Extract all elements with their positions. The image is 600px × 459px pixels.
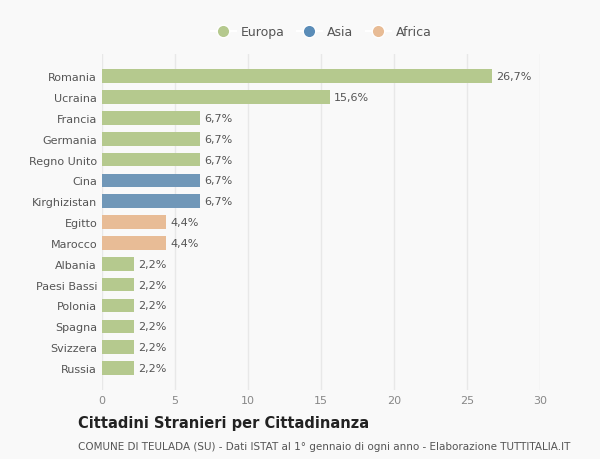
Text: 2,2%: 2,2%: [139, 280, 167, 290]
Legend: Europa, Asia, Africa: Europa, Asia, Africa: [205, 21, 437, 44]
Text: COMUNE DI TEULADA (SU) - Dati ISTAT al 1° gennaio di ogni anno - Elaborazione TU: COMUNE DI TEULADA (SU) - Dati ISTAT al 1…: [78, 441, 571, 451]
Bar: [102, 70, 492, 84]
Text: 6,7%: 6,7%: [204, 197, 232, 207]
Bar: [102, 299, 134, 313]
Text: 2,2%: 2,2%: [139, 322, 167, 331]
Bar: [102, 174, 200, 188]
Text: 2,2%: 2,2%: [139, 342, 167, 353]
Bar: [102, 237, 166, 250]
Text: 15,6%: 15,6%: [334, 93, 369, 103]
Bar: [102, 216, 166, 230]
Text: 6,7%: 6,7%: [204, 114, 232, 123]
Text: 6,7%: 6,7%: [204, 176, 232, 186]
Bar: [102, 112, 200, 125]
Text: 4,4%: 4,4%: [170, 218, 199, 228]
Text: 2,2%: 2,2%: [139, 259, 167, 269]
Text: 6,7%: 6,7%: [204, 134, 232, 145]
Text: 26,7%: 26,7%: [496, 72, 532, 82]
Bar: [102, 195, 200, 208]
Bar: [102, 153, 200, 167]
Text: 4,4%: 4,4%: [170, 238, 199, 248]
Bar: [102, 361, 134, 375]
Bar: [102, 133, 200, 146]
Bar: [102, 278, 134, 292]
Text: 6,7%: 6,7%: [204, 155, 232, 165]
Text: 2,2%: 2,2%: [139, 363, 167, 373]
Bar: [102, 91, 330, 105]
Bar: [102, 320, 134, 333]
Bar: [102, 341, 134, 354]
Bar: [102, 257, 134, 271]
Text: Cittadini Stranieri per Cittadinanza: Cittadini Stranieri per Cittadinanza: [78, 415, 369, 431]
Text: 2,2%: 2,2%: [139, 301, 167, 311]
